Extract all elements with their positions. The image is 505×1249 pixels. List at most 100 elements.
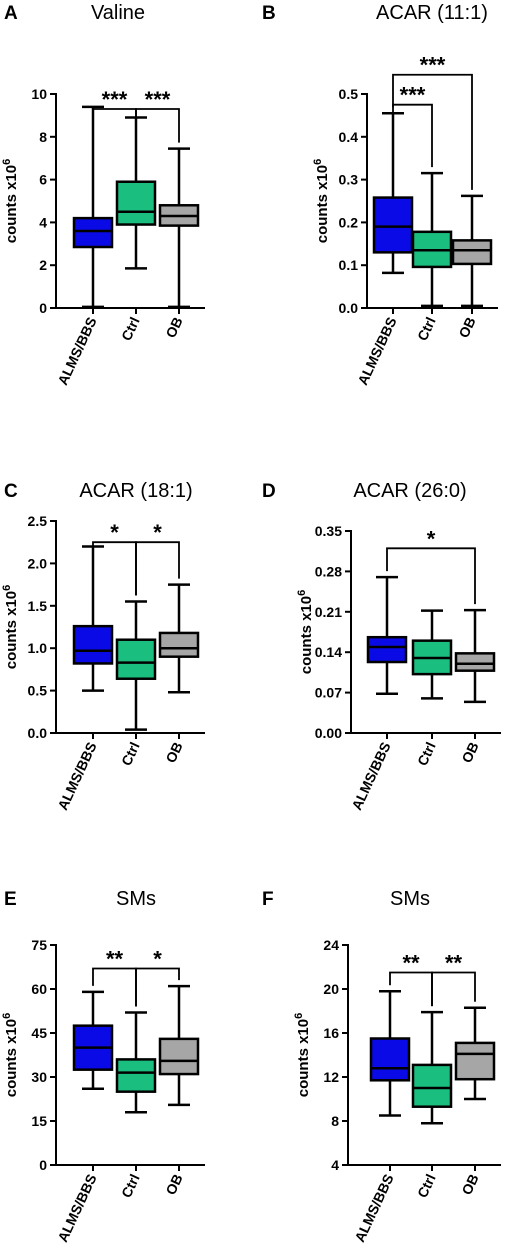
panel-letter: C bbox=[4, 481, 18, 502]
x-tick-label: ALMS/BBS bbox=[348, 740, 393, 813]
y-tick-label: 2.5 bbox=[28, 513, 48, 529]
y-axis-label: counts x106 bbox=[1, 159, 20, 244]
x-tick-label: OB bbox=[162, 1172, 185, 1198]
significance-label: *** bbox=[400, 83, 426, 108]
significance-label: * bbox=[153, 946, 162, 971]
box-body bbox=[158, 631, 200, 658]
box-ctrl: Ctrl bbox=[115, 116, 157, 343]
y-tick-label: 6 bbox=[39, 172, 47, 188]
y-tick-label: 16 bbox=[323, 1025, 339, 1041]
y-tick-label: 0.0 bbox=[339, 300, 359, 316]
box-ob: OB bbox=[451, 194, 493, 341]
significance-label: * bbox=[110, 520, 119, 545]
x-tick-label: Ctrl bbox=[118, 740, 143, 769]
y-axis-label-text: counts x10 bbox=[3, 1019, 20, 1097]
x-tick-label: OB bbox=[455, 315, 478, 341]
box-ob: OB bbox=[158, 147, 200, 341]
bracket-line bbox=[135, 541, 180, 596]
y-axis-label-exponent: 6 bbox=[312, 159, 324, 165]
y-axis-label: counts x106 bbox=[293, 1013, 312, 1098]
box-body bbox=[158, 1037, 200, 1076]
box-body bbox=[369, 1037, 411, 1082]
significance-bracket: ** bbox=[92, 946, 137, 1007]
significance-label: ** bbox=[402, 951, 420, 976]
box-alms-bbs: ALMS/BBS bbox=[54, 990, 114, 1245]
panel-f: F SMs 4 8 12 16 20 24 counts x106 ALMS/BBS Ctrl OB *… bbox=[262, 888, 501, 1245]
y-tick-label: 4 bbox=[39, 214, 47, 230]
bracket-line bbox=[392, 103, 433, 168]
x-tick-label: Ctrl bbox=[414, 740, 439, 769]
x-tick-label: Ctrl bbox=[118, 1172, 143, 1201]
box-body bbox=[411, 1063, 453, 1108]
y-axis-label: counts x106 bbox=[1, 585, 20, 670]
y-axis-label: counts x106 bbox=[296, 590, 315, 675]
x-tick-label: OB bbox=[162, 315, 185, 341]
y-tick-label: 0 bbox=[39, 1157, 47, 1173]
y-tick-label: 8 bbox=[331, 1113, 339, 1129]
y-axis-label-text: counts x10 bbox=[295, 1019, 312, 1097]
x-tick-label: Ctrl bbox=[414, 315, 439, 344]
box-ctrl: Ctrl bbox=[411, 1010, 453, 1201]
box-ctrl: Ctrl bbox=[411, 609, 453, 769]
box-alms-bbs: ALMS/BBS bbox=[351, 989, 411, 1245]
x-tick-label: ALMS/BBS bbox=[54, 1172, 99, 1245]
bracket-line bbox=[135, 108, 180, 143]
box-alms-bbs: ALMS/BBS bbox=[348, 575, 408, 813]
box-body bbox=[115, 1058, 157, 1093]
box-body bbox=[454, 652, 496, 672]
significance-bracket: *** bbox=[392, 83, 433, 168]
y-tick-label: 0.5 bbox=[28, 683, 48, 699]
y-tick-label: 0.1 bbox=[339, 257, 359, 273]
significance-label: *** bbox=[145, 87, 171, 112]
y-tick-label: 12 bbox=[323, 1069, 339, 1085]
x-tick-label: ALMS/BBS bbox=[54, 315, 99, 388]
significance-bracket: * bbox=[135, 946, 180, 1007]
y-axis-label-exponent: 6 bbox=[1, 585, 13, 591]
box-ob: OB bbox=[454, 1006, 496, 1198]
box-body bbox=[115, 638, 157, 680]
box-ob: OB bbox=[158, 984, 200, 1198]
y-tick-label: 60 bbox=[31, 981, 47, 997]
panel-letter: F bbox=[262, 889, 274, 910]
x-tick-label: OB bbox=[162, 740, 185, 766]
x-tick-label: OB bbox=[458, 1172, 481, 1198]
significance-bracket: * bbox=[92, 520, 137, 596]
y-axis-label-exponent: 6 bbox=[293, 1013, 305, 1019]
y-tick-label: 10 bbox=[31, 86, 47, 102]
y-tick-label: 8 bbox=[39, 129, 47, 145]
panel-title: SMs bbox=[390, 888, 430, 910]
significance-label: ** bbox=[445, 951, 463, 976]
significance-label: * bbox=[427, 526, 436, 551]
y-tick-label: 20 bbox=[323, 981, 339, 997]
bracket-line bbox=[389, 971, 433, 1007]
panel-d: D ACAR (26:0) 0.00 0.07 0.14 0.21 0.28 0.35 coun… bbox=[262, 480, 501, 813]
panel-title: ACAR (18:1) bbox=[79, 480, 192, 502]
significance-bracket: * bbox=[135, 520, 180, 596]
y-axis-label-exponent: 6 bbox=[296, 590, 308, 596]
y-tick-label: 0.00 bbox=[315, 725, 342, 741]
box-alms-bbs: ALMS/BBS bbox=[354, 112, 414, 388]
y-tick-label: 0.3 bbox=[339, 172, 359, 188]
y-tick-label: 0.2 bbox=[339, 214, 359, 230]
box-alms-bbs: ALMS/BBS bbox=[54, 105, 114, 388]
y-axis-label: counts x106 bbox=[1, 1013, 20, 1098]
significance-label: *** bbox=[420, 53, 446, 78]
y-tick-label: 0.28 bbox=[315, 563, 342, 579]
significance-label: * bbox=[153, 520, 162, 545]
box-ctrl: Ctrl bbox=[115, 1011, 157, 1201]
panel-c: C ACAR (18:1) 0.0 0.5 1.0 1.5 2.0 2.5 counts x10… bbox=[1, 480, 205, 813]
x-tick-label: Ctrl bbox=[414, 1172, 439, 1201]
box-ob: OB bbox=[158, 583, 200, 766]
y-axis-label-exponent: 6 bbox=[1, 1013, 13, 1019]
box-ctrl: Ctrl bbox=[115, 600, 157, 769]
significance-bracket: ** bbox=[389, 951, 433, 1007]
y-tick-label: 0 bbox=[39, 300, 47, 316]
box-body bbox=[115, 180, 157, 226]
y-tick-label: 0.0 bbox=[28, 725, 48, 741]
significance-label: ** bbox=[106, 946, 124, 971]
panel-b: B ACAR (11:1) 0.0 0.1 0.2 0.3 0.4 0.5 counts x10… bbox=[262, 2, 498, 388]
bracket-line bbox=[135, 967, 180, 1007]
y-tick-label: 15 bbox=[31, 1113, 47, 1129]
box-body bbox=[451, 239, 493, 266]
